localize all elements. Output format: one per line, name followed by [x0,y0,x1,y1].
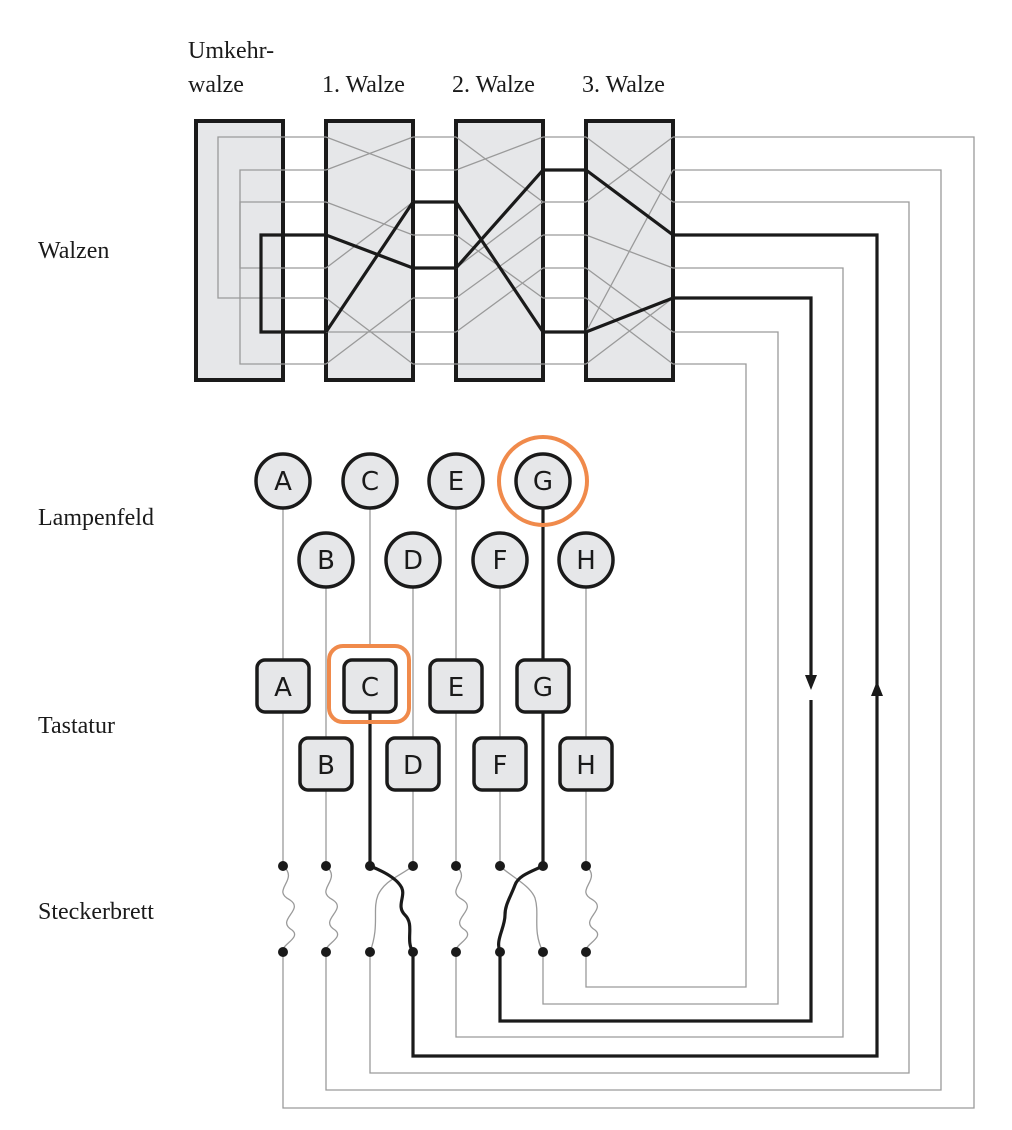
label-tastatur: Tastatur [38,713,115,739]
thin-wiring [217,136,975,1109]
plugboard-sockets [278,861,591,957]
lamp-d-label: D [403,546,423,576]
label-rotor-2: 2. Walze [452,72,535,98]
key-d: D [385,736,441,792]
lamp-h: H [557,531,615,589]
lamp-h-label: H [576,546,596,576]
arrow-down-icon [805,675,817,690]
lamp-c: C [341,452,399,510]
lamp-g-highlight [497,435,589,527]
key-c: C [342,658,398,714]
label-rotor-3: 3. Walze [582,72,665,98]
signal-path [259,168,879,1058]
lamp-e: E [427,452,485,510]
key-a-label: A [274,673,292,703]
key-h: H [558,736,614,792]
lamp-d: D [384,531,442,589]
key-b-label: B [317,751,335,781]
rotor-2 [454,119,545,382]
lamp-b: B [297,531,355,589]
key-e: E [428,658,484,714]
key-c-highlight [327,644,411,724]
lamp-b-label: B [317,546,335,576]
label-steckerbrett: Steckerbrett [38,899,154,925]
lamp-a-label: A [274,467,292,497]
key-a: A [255,658,311,714]
lamp-g: G [514,452,572,510]
key-e-label: E [448,673,464,703]
key-f-label: F [493,751,508,781]
lamp-f-label: F [493,546,508,576]
lamp-c-label: C [361,467,379,497]
key-b: B [298,736,354,792]
label-rotor-1: 1. Walze [322,72,405,98]
label-umkehrwalze-line2: walze [188,72,244,98]
key-g: G [515,658,571,714]
key-f: F [472,736,528,792]
key-h-label: H [576,751,596,781]
label-lampenfeld: Lampenfeld [38,505,154,531]
arrow-up-icon [871,681,883,696]
key-g-label: G [533,673,553,703]
key-d-label: D [403,751,423,781]
lamp-g-label: G [533,467,553,497]
key-c-label: C [361,673,379,703]
label-umkehrwalze-line1: Umkehr- [188,38,274,64]
lamp-a: A [254,452,312,510]
label-walzen: Walzen [38,238,109,264]
lamp-e-label: E [448,467,464,497]
lamp-f: F [471,531,529,589]
